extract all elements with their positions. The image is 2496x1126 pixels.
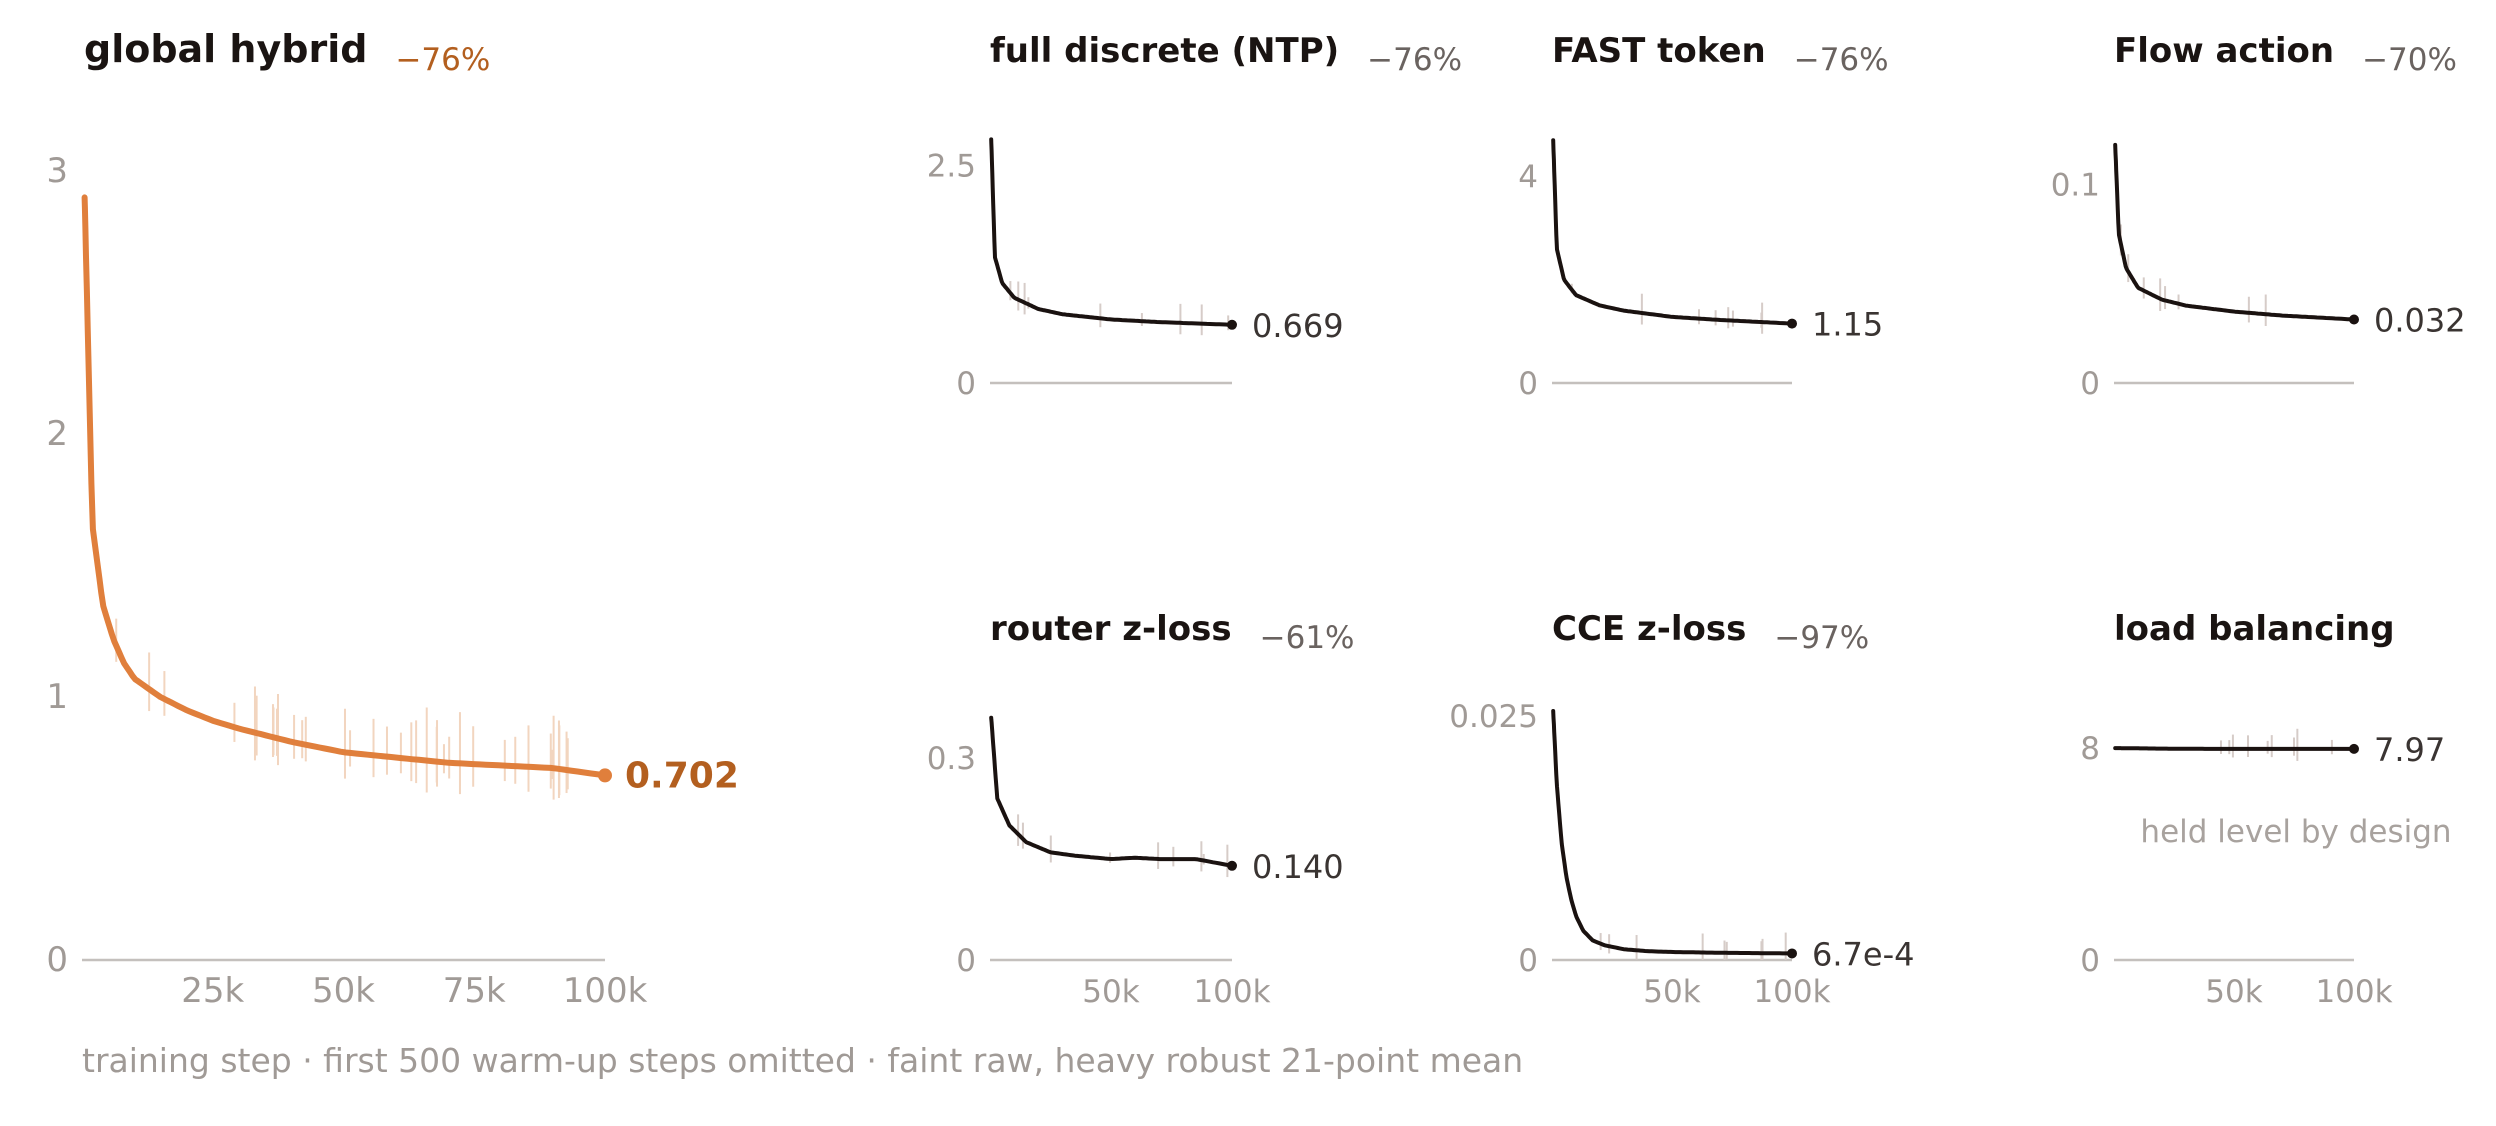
end-value-label: 1.15 [1812, 306, 1883, 344]
x-tick-label: 50k [1082, 974, 1139, 1010]
x-tick-label: 100k [1753, 974, 1830, 1010]
end-value-label: 0.140 [1252, 848, 1344, 886]
change-label: −76% [1794, 42, 1889, 78]
series-line [1551, 138, 1794, 326]
panel-global: global hybrid −76% 0 1 2 3 25k 50k 75k 100k 0.702 [46, 27, 739, 1011]
y-tick-label: 3 [46, 151, 68, 191]
end-point [2349, 314, 2359, 325]
end-value-label: 0.669 [1252, 307, 1344, 345]
change-label: −97% [1774, 620, 1869, 656]
panel-title: router z-loss [990, 609, 1232, 649]
panel-note: held level by design [2140, 814, 2451, 850]
series-line [989, 715, 1234, 868]
panel-router: router z-loss −61% 0 0.3 50k 100k 0.140 [927, 609, 1355, 1010]
series-line [1551, 709, 1794, 956]
y-tick-label: 4 [1518, 159, 1538, 195]
y-tick-label: 1 [46, 677, 68, 717]
x-tick-label: 50k [312, 971, 375, 1011]
x-tick-label: 100k [1193, 974, 1270, 1010]
x-tick-label: 50k [1643, 974, 1700, 1010]
series-line [2113, 142, 2356, 322]
end-value-label: 6.7e-4 [1812, 935, 1914, 973]
series-line [81, 194, 608, 779]
panel-ntp: full discrete (NTP) −76% 0 2.5 0.669 [927, 31, 1462, 402]
y-tick-label: 2 [46, 414, 68, 454]
change-label: −70% [2362, 42, 2457, 78]
series-line [2113, 746, 2356, 751]
panel-title: global hybrid [84, 27, 367, 71]
panel-title: full discrete (NTP) [990, 31, 1339, 71]
change-label: −76% [1367, 42, 1462, 78]
panel-title: load balancing [2114, 609, 2395, 649]
y-tick-label: 8 [2080, 731, 2100, 767]
y-tick-label: 0 [956, 943, 976, 979]
panel-flow: Flow action −70% 0 0.1 0.032 [2051, 31, 2466, 402]
x-tick-label: 75k [443, 971, 506, 1011]
end-point [1787, 318, 1797, 329]
end-value-label: 0.702 [625, 755, 739, 796]
y-tick-label: 0.1 [2051, 168, 2100, 204]
y-tick-label: 2.5 [927, 148, 976, 184]
y-tick-label: 0.3 [927, 741, 976, 777]
x-tick-label: 100k [2315, 974, 2392, 1010]
end-point [2349, 743, 2359, 754]
end-value-label: 7.97 [2374, 731, 2445, 769]
change-label: −61% [1260, 620, 1355, 656]
end-point [598, 768, 612, 783]
panel-lb: load balancing 0 8 50k 100k 7.97 held level by… [2080, 609, 2451, 1010]
y-tick-label: 0 [1518, 366, 1538, 402]
figure-caption: training step · first 500 warm-up steps … [82, 1041, 1523, 1080]
end-value-label: 0.032 [2374, 302, 2466, 340]
x-tick-label: 25k [181, 971, 244, 1011]
change-label: −76% [395, 42, 490, 78]
y-tick-label: 0 [46, 940, 68, 980]
series-line [989, 137, 1234, 327]
x-tick-label: 100k [563, 971, 648, 1011]
panel-title: FAST token [1552, 31, 1766, 71]
end-point [1787, 948, 1797, 959]
panel-fast: FAST token −76% 0 4 1.15 [1518, 31, 1888, 402]
end-point [1227, 319, 1237, 330]
y-tick-label: 0 [956, 366, 976, 402]
panel-title: CCE z-loss [1552, 609, 1746, 649]
y-tick-label: 0 [1518, 943, 1538, 979]
panel-title: Flow action [2114, 31, 2334, 71]
y-tick-label: 0.025 [1449, 699, 1538, 735]
end-point [1227, 860, 1237, 871]
y-tick-label: 0 [2080, 943, 2100, 979]
y-tick-label: 0 [2080, 366, 2100, 402]
x-tick-label: 50k [2205, 974, 2262, 1010]
